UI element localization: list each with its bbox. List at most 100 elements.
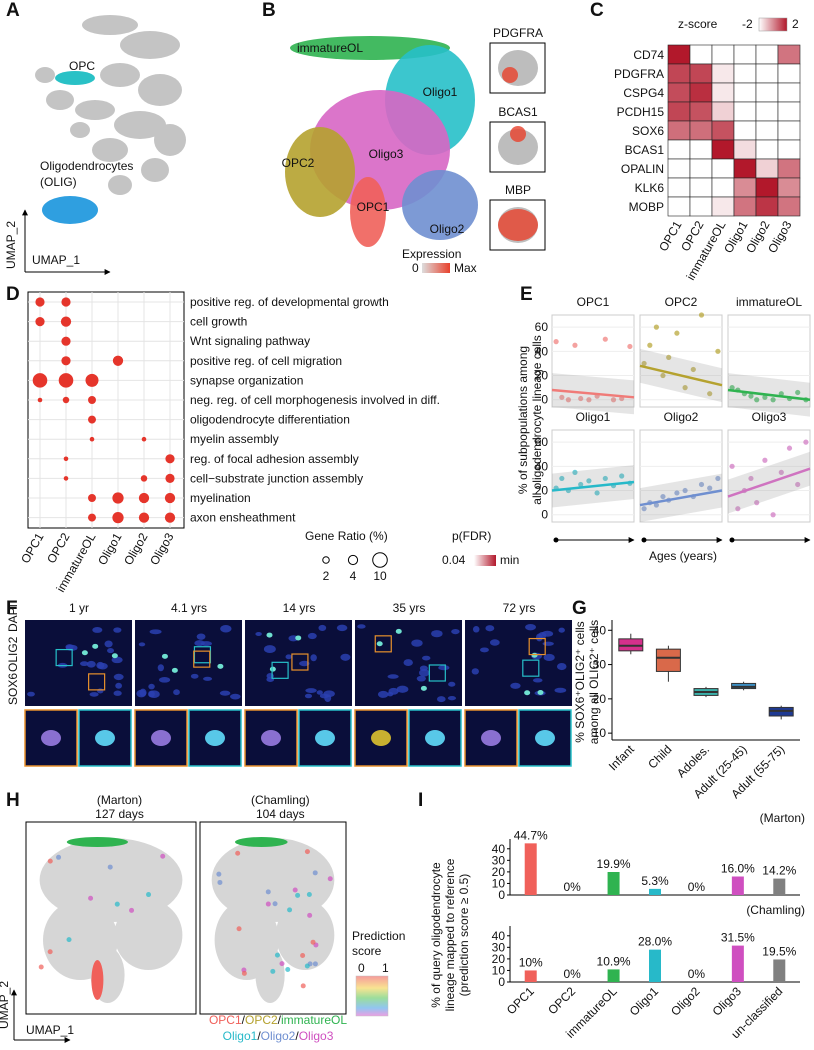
point	[729, 385, 735, 391]
shape	[510, 126, 526, 142]
legend-label: 4	[350, 569, 357, 583]
shape	[733, 63, 757, 84]
legend-title: score	[352, 944, 382, 958]
shape	[733, 82, 757, 103]
shape	[141, 158, 169, 182]
point	[786, 445, 793, 451]
cluster-label: Oligo3	[369, 147, 404, 161]
cell	[236, 926, 242, 932]
shape	[465, 620, 572, 706]
dataset-label: 127 days	[95, 807, 144, 821]
point	[674, 330, 680, 336]
shape	[114, 900, 183, 970]
term-label: neg. reg. of cell morphogenesis involved…	[190, 393, 440, 407]
shape	[88, 673, 106, 691]
cluster-legend: OPC1/OPC2/immatureOL	[209, 1013, 347, 1027]
shape	[711, 158, 735, 179]
shape	[773, 878, 786, 895]
point	[641, 360, 647, 367]
shape	[355, 975, 389, 1017]
legend-title: z-score	[678, 17, 718, 31]
term-label: reg. of focal adhesion assembly	[190, 452, 359, 466]
shape	[436, 696, 446, 703]
shape	[425, 730, 445, 746]
shape	[711, 139, 735, 160]
shape	[667, 196, 691, 217]
shape	[95, 730, 115, 746]
shape	[535, 633, 543, 642]
shape	[275, 900, 335, 970]
axis-label: % of subpopulations among	[516, 346, 530, 494]
cell	[274, 952, 280, 958]
point	[610, 397, 617, 403]
y-tick-label: 0	[498, 975, 505, 989]
dot	[165, 454, 175, 464]
legend-title: Prediction	[352, 929, 405, 943]
dot	[60, 316, 72, 327]
shape	[66, 837, 128, 847]
cluster-label: immatureOL	[297, 41, 363, 55]
shape	[295, 635, 302, 641]
shape	[755, 196, 779, 217]
shape	[755, 120, 779, 141]
shape	[489, 639, 500, 646]
shape	[524, 970, 537, 982]
label: (OLIG)	[40, 175, 77, 189]
shape	[108, 175, 132, 195]
dot	[141, 436, 147, 442]
shape	[607, 872, 620, 895]
shape	[315, 730, 335, 746]
shape	[100, 63, 140, 87]
shape	[711, 101, 735, 122]
y-tick-label: 40	[492, 929, 506, 943]
shape	[55, 71, 95, 85]
shape	[542, 641, 554, 646]
shape	[755, 63, 779, 84]
cell	[300, 953, 306, 959]
shape	[428, 664, 446, 682]
shape	[115, 682, 122, 689]
point	[770, 512, 776, 518]
shape	[138, 642, 146, 647]
shape	[777, 101, 801, 122]
cell	[216, 871, 222, 877]
term-label: cell−substrate junction assembly	[190, 471, 363, 485]
cluster-label: OPC1	[357, 200, 390, 214]
shape	[733, 177, 757, 198]
dataset-label: (Marton)	[97, 793, 142, 807]
cell	[300, 983, 306, 989]
point	[729, 463, 735, 469]
shape	[357, 624, 366, 629]
line	[727, 467, 811, 498]
shape	[196, 633, 206, 640]
point	[602, 336, 608, 342]
shape	[502, 67, 518, 83]
shape	[113, 673, 124, 681]
shape	[485, 625, 495, 632]
shape	[235, 837, 288, 847]
value-label: 0%	[563, 967, 581, 981]
dot	[61, 356, 71, 366]
cell	[279, 961, 285, 967]
x-tick-label: Oligo3	[710, 984, 745, 1019]
point	[803, 439, 809, 445]
shape	[104, 640, 113, 648]
inset-label: PDGFRA	[493, 26, 543, 40]
point	[641, 506, 647, 512]
shape	[667, 158, 691, 179]
shape	[171, 667, 178, 673]
shape	[524, 690, 531, 696]
shape	[755, 139, 779, 160]
legend-label: -2	[742, 17, 753, 31]
shape	[451, 628, 460, 635]
cluster-name: Oligo1	[223, 1029, 258, 1043]
dot	[88, 415, 96, 424]
dot	[88, 494, 96, 502]
shape	[285, 654, 292, 660]
shape	[190, 673, 199, 679]
shape	[42, 196, 98, 224]
legend-label: 0	[412, 261, 419, 275]
cell	[287, 907, 293, 913]
point	[653, 502, 660, 508]
axis-label: UMAP_1	[26, 1023, 74, 1037]
